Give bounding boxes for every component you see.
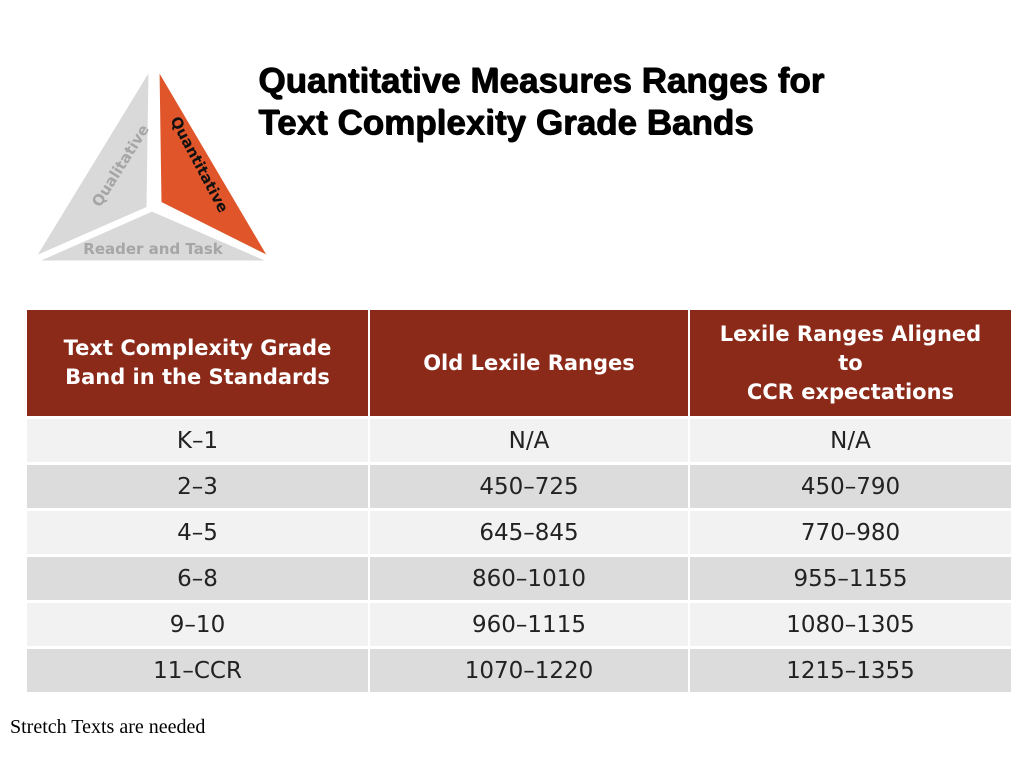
- ccr-lexile-cell: 1215–1355: [689, 646, 1011, 692]
- title-line-1: Quantitative Measures Ranges for: [258, 61, 824, 100]
- qualitative-segment: [30, 62, 152, 262]
- table-row: 4–5 645–845 770–980: [27, 508, 1011, 556]
- old-lexile-cell: 450–725: [369, 462, 690, 510]
- ccr-lexile-cell: N/A: [689, 416, 1011, 464]
- table-row: 6–8 860–1010 955–1155: [27, 554, 1011, 602]
- header-ccr-lexile: Lexile Ranges Aligned to CCR expectation…: [689, 310, 1011, 418]
- reader-and-task-label: Reader and Task: [83, 240, 223, 258]
- grade-band-cell: K–1: [27, 416, 370, 464]
- ccr-lexile-cell: 1080–1305: [689, 600, 1011, 648]
- text-complexity-triangle-logo: Qualitative Quantitative Reader and Task: [20, 58, 290, 278]
- table-row: 2–3 450–725 450–790: [27, 462, 1011, 510]
- header-grade-band: Text Complexity Grade Band in the Standa…: [27, 310, 370, 418]
- footnote: Stretch Texts are needed: [10, 716, 206, 738]
- old-lexile-cell: N/A: [369, 416, 690, 464]
- title-line-2: Text Complexity Grade Bands: [258, 103, 754, 142]
- grade-band-cell: 2–3: [27, 462, 370, 510]
- table-row: K–1 N/A N/A: [27, 416, 1011, 464]
- ccr-lexile-cell: 955–1155: [689, 554, 1011, 602]
- ccr-lexile-cell: 450–790: [689, 462, 1011, 510]
- old-lexile-cell: 1070–1220: [369, 646, 690, 692]
- table-header-row: Text Complexity Grade Band in the Standa…: [27, 310, 1011, 418]
- table-row: 11–CCR 1070–1220 1215–1355: [27, 646, 1011, 692]
- reader-and-task-segment: [33, 208, 273, 264]
- old-lexile-cell: 645–845: [369, 508, 690, 556]
- grade-band-cell: 4–5: [27, 508, 370, 556]
- grade-band-cell: 11–CCR: [27, 646, 370, 692]
- old-lexile-cell: 960–1115: [369, 600, 690, 648]
- table-row: 9–10 960–1115 1080–1305: [27, 600, 1011, 648]
- lexile-ranges-table: Text Complexity Grade Band in the Standa…: [27, 310, 1011, 692]
- page-title: Quantitative Measures Ranges for Text Co…: [258, 60, 998, 144]
- ccr-lexile-cell: 770–980: [689, 508, 1011, 556]
- grade-band-cell: 9–10: [27, 600, 370, 648]
- quantitative-segment: [156, 62, 274, 262]
- old-lexile-cell: 860–1010: [369, 554, 690, 602]
- header-old-lexile: Old Lexile Ranges: [369, 310, 690, 418]
- grade-band-cell: 6–8: [27, 554, 370, 602]
